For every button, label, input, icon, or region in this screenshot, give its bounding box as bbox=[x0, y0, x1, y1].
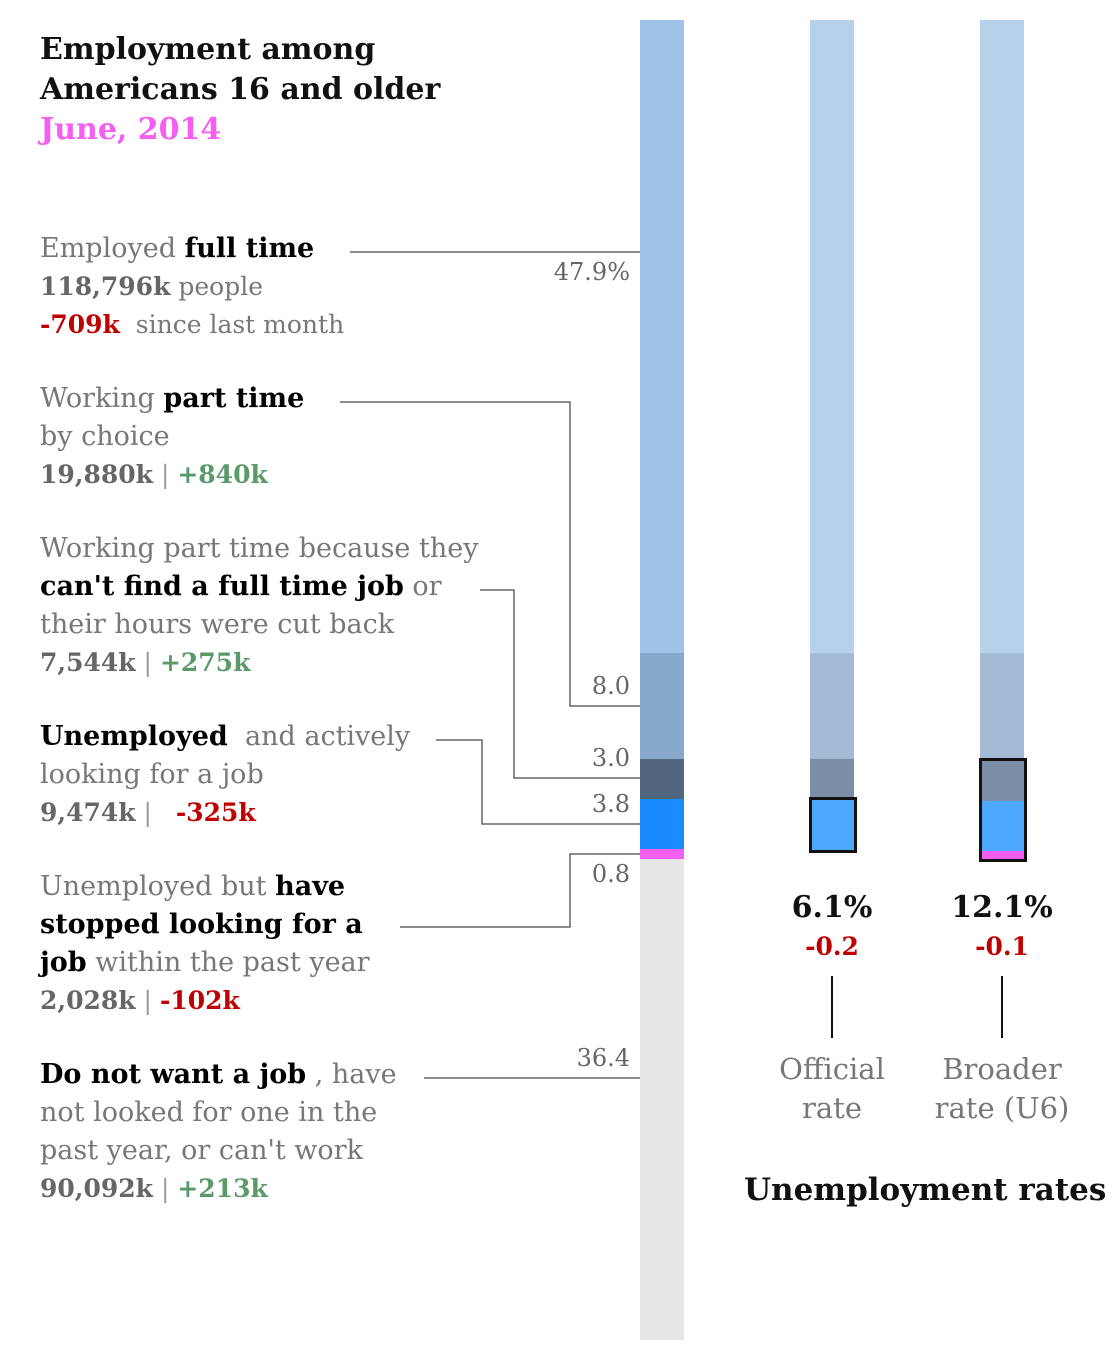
rates-title: Unemployment rates bbox=[744, 1172, 1107, 1208]
chart-date: June, 2014 bbox=[40, 112, 222, 147]
separator: | bbox=[135, 798, 160, 827]
connector-part-time-choice bbox=[340, 401, 640, 707]
count-suffix: people bbox=[170, 272, 263, 301]
label-bold: full time bbox=[184, 233, 315, 264]
pct-label-unemployed: 3.8 bbox=[591, 790, 630, 818]
u6-bar-part-time-economic bbox=[982, 761, 1024, 801]
label-bold: part time bbox=[163, 383, 305, 414]
u6-bar-highlight bbox=[979, 758, 1027, 862]
label-bold: have bbox=[275, 871, 346, 902]
official-bar-part-time-choice bbox=[810, 653, 854, 759]
bar-part-time-economic bbox=[640, 759, 684, 799]
change: +275k bbox=[159, 648, 251, 677]
pct-label-part-time-economic: 3.0 bbox=[591, 744, 630, 772]
change: -102k bbox=[159, 986, 240, 1015]
label-pre: Unemployed but bbox=[40, 871, 276, 902]
official-rate-name: Official rate bbox=[732, 1050, 932, 1128]
change-suffix: since last month bbox=[119, 310, 345, 339]
count: 19,880k bbox=[40, 460, 154, 489]
change: +213k bbox=[177, 1174, 268, 1203]
count: 90,092k bbox=[40, 1174, 154, 1203]
separator: | bbox=[135, 648, 160, 677]
u6-rate-name-line-2: rate (U6) bbox=[934, 1091, 1070, 1125]
label-bold-3: job bbox=[40, 947, 87, 978]
bar-part-time-choice bbox=[640, 653, 684, 759]
category-not-in-labor-force: Do not want a job , have not looked for … bbox=[40, 1056, 397, 1208]
label-line-2: looking for a job bbox=[40, 759, 264, 790]
change: +840k bbox=[177, 460, 268, 489]
chart-title-line-2: Americans 16 and older bbox=[40, 72, 441, 107]
connector-unemployed bbox=[436, 739, 640, 825]
official-rate-tick bbox=[831, 976, 833, 1038]
category-part-time-choice: Working part time by choice 19,880k | +8… bbox=[40, 380, 304, 494]
label-bold: can't find a full time job bbox=[40, 571, 404, 602]
u6-bar-discouraged bbox=[982, 851, 1024, 859]
u6-bar-part-time-choice bbox=[980, 653, 1024, 759]
bar-discouraged bbox=[640, 849, 684, 859]
pct-label-discouraged: 0.8 bbox=[591, 860, 630, 888]
u6-rate-change: -0.1 bbox=[975, 932, 1029, 961]
separator: | bbox=[153, 1174, 178, 1203]
chart-title-line-1: Employment among bbox=[40, 32, 376, 67]
label-post: or bbox=[403, 571, 442, 602]
official-rate-change: -0.2 bbox=[805, 932, 859, 961]
count: 118,796k bbox=[40, 272, 171, 301]
count: 9,474k bbox=[40, 798, 136, 827]
label-line-2: by choice bbox=[40, 421, 170, 452]
pct-label-not-in-labor-force: 36.4 bbox=[576, 1044, 630, 1072]
official-rate-value: 6.1% bbox=[791, 890, 873, 925]
connector-discouraged bbox=[400, 853, 640, 928]
category-discouraged: Unemployed but have stopped looking for … bbox=[40, 868, 370, 1020]
category-part-time-economic: Working part time because they can't fin… bbox=[40, 530, 478, 682]
bar-unemployed bbox=[640, 799, 684, 849]
official-rate-name-line-2: rate bbox=[802, 1091, 862, 1125]
u6-rate-value: 12.1% bbox=[951, 890, 1053, 925]
separator: | bbox=[135, 986, 160, 1015]
label-pre: Working bbox=[40, 383, 164, 414]
u6-rate-name: Broader rate (U6) bbox=[902, 1050, 1102, 1128]
label-pre: Employed bbox=[40, 233, 185, 264]
official-bar-full-time bbox=[810, 20, 854, 653]
official-rate-name-line-1: Official bbox=[779, 1052, 885, 1086]
pct-label-part-time-choice: 8.0 bbox=[591, 672, 630, 700]
u6-rate-name-line-1: Broader bbox=[942, 1052, 1062, 1086]
separator: | bbox=[153, 460, 178, 489]
label-bold: Do not want a job bbox=[40, 1059, 307, 1090]
label-line-2: not looked for one in the bbox=[40, 1097, 378, 1128]
label-bold: Unemployed bbox=[40, 721, 228, 752]
category-unemployed: Unemployed and actively looking for a jo… bbox=[40, 718, 410, 832]
count: 2,028k bbox=[40, 986, 136, 1015]
pct-label-full-time: 47.9% bbox=[553, 258, 630, 286]
change: -709k bbox=[40, 310, 120, 339]
label-post: and actively bbox=[227, 721, 411, 752]
change: -325k bbox=[175, 798, 256, 827]
label-bold-2: stopped looking for a bbox=[40, 909, 363, 940]
count: 7,544k bbox=[40, 648, 136, 677]
bar-full-time bbox=[640, 20, 684, 653]
u6-bar-full-time bbox=[980, 20, 1024, 653]
label-post: , have bbox=[306, 1059, 397, 1090]
label-line-3: their hours were cut back bbox=[40, 609, 395, 640]
official-bar-part-time-economic bbox=[810, 759, 854, 799]
category-full-time: Employed full time 118,796k people -709k… bbox=[40, 230, 344, 344]
bar-not-in-labor-force bbox=[640, 859, 684, 1340]
chart-title: Employment among Americans 16 and older bbox=[40, 30, 440, 110]
label-post: within the past year bbox=[86, 947, 370, 978]
u6-rate-tick bbox=[1001, 976, 1003, 1038]
connector-part-time-economic bbox=[480, 589, 640, 779]
label-line-1: Working part time because they bbox=[40, 533, 479, 564]
label-line-3: past year, or can't work bbox=[40, 1135, 363, 1166]
official-bar-unemployed-highlight bbox=[809, 797, 857, 853]
